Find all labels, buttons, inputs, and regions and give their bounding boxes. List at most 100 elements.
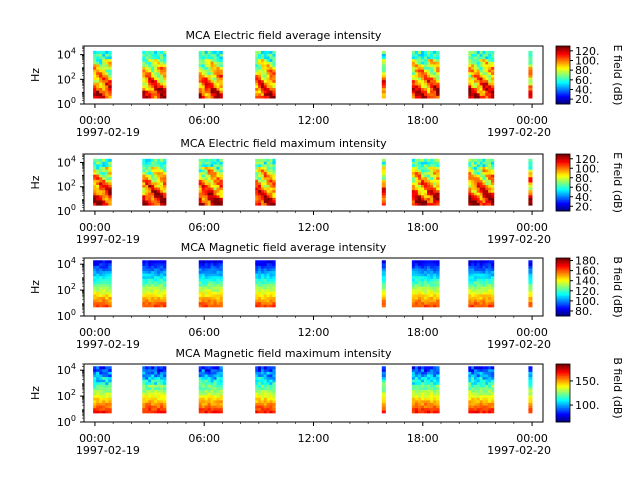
spectrogram-cell	[414, 192, 419, 196]
spectrogram-cell	[260, 394, 265, 398]
spectrogram-cell	[96, 184, 100, 188]
spectrogram-cell	[204, 368, 209, 372]
spectrogram-cell	[414, 187, 419, 191]
spectrogram-cell	[420, 291, 425, 295]
spectrogram-cell	[482, 268, 486, 272]
spectrogram-cell	[473, 273, 478, 277]
spectrogram-cell	[266, 182, 270, 185]
spectrogram-cell	[108, 189, 112, 193]
colorbar-step	[556, 282, 570, 285]
spectrogram-cell	[266, 87, 270, 91]
spectrogram-cell	[157, 58, 161, 62]
spectrogram-cell	[436, 268, 440, 272]
spectrogram-cell	[471, 69, 475, 73]
spectrogram-cell	[424, 270, 428, 274]
spectrogram-cell	[108, 53, 112, 57]
spectrogram-cell	[485, 77, 489, 81]
spectrogram-cell	[260, 296, 265, 300]
spectrogram-cell	[411, 69, 416, 73]
spectrogram-cell	[258, 71, 262, 75]
spectrogram-cell	[204, 260, 209, 264]
spectrogram-cell	[476, 90, 481, 94]
spectrogram-cell	[260, 407, 265, 411]
spectrogram-cell	[216, 169, 220, 173]
spectrogram-cell	[269, 371, 273, 375]
colorbar-step	[556, 182, 570, 185]
spectrogram-cell	[528, 379, 533, 383]
spectrogram-cell	[145, 182, 149, 185]
colorbar-tick-label: 40.	[575, 191, 593, 204]
spectrogram-cell	[213, 174, 217, 178]
spectrogram-cell	[216, 187, 220, 191]
spectrogram-cell	[102, 376, 106, 380]
spectrogram-cell	[255, 161, 259, 165]
spectrogram-cell	[430, 50, 434, 54]
spectrogram-cell	[154, 262, 158, 266]
spectrogram-cell	[102, 192, 106, 196]
spectrogram-cell	[266, 90, 270, 94]
spectrogram-cell	[479, 166, 483, 170]
spectrogram-cell	[272, 182, 276, 185]
spectrogram-cell	[420, 371, 425, 375]
spectrogram-cell	[485, 394, 489, 398]
spectrogram-cell	[479, 61, 483, 65]
spectrogram-cell	[93, 79, 97, 83]
spectrogram-cell	[216, 397, 220, 401]
spectrogram-cell	[427, 288, 431, 292]
spectrogram-cell	[160, 71, 164, 75]
spectrogram-cell	[99, 402, 103, 406]
spectrogram-cell	[201, 53, 206, 57]
spectrogram-cell	[258, 158, 262, 162]
spectrogram-cell	[433, 61, 437, 65]
spectrogram-cell	[255, 71, 259, 75]
spectrogram-cell	[204, 270, 209, 274]
spectrogram-cell	[381, 166, 386, 170]
spectrogram-cell	[528, 50, 533, 54]
colorbar-step	[556, 101, 570, 103]
spectrogram-cell	[263, 71, 268, 75]
spectrogram-cell	[272, 77, 276, 81]
spectrogram-cell	[272, 158, 276, 162]
spectrogram-cell	[105, 288, 109, 292]
spectrogram-cell	[528, 90, 533, 94]
spectrogram-cell	[424, 286, 428, 290]
spectrogram-cell	[427, 394, 431, 398]
spectrogram-cell	[157, 399, 161, 403]
spectrogram-cell	[148, 387, 152, 391]
spectrogram-cell	[436, 291, 440, 295]
spectrogram-cell	[436, 192, 440, 196]
spectrogram-cell	[154, 176, 158, 180]
spectrogram-cell	[204, 281, 209, 285]
spectrogram-cell	[201, 376, 206, 380]
spectrogram-cell	[213, 392, 217, 396]
spectrogram-cell	[260, 283, 265, 287]
data-interval-1	[93, 158, 112, 206]
colorbar-step	[556, 276, 570, 279]
spectrogram-cell	[108, 304, 112, 308]
spectrogram-cell	[198, 64, 203, 68]
spectrogram-cell	[163, 77, 167, 81]
colorbar-step	[556, 72, 570, 74]
spectrogram-cell	[142, 82, 146, 86]
spectrogram-cell	[488, 301, 492, 305]
spectrogram-cell	[424, 366, 428, 370]
spectrogram-cell	[260, 179, 265, 183]
spectrogram-cell	[201, 288, 206, 292]
spectrogram-cell	[201, 192, 206, 196]
colorbar-step	[556, 281, 570, 284]
spectrogram-cell	[272, 389, 276, 393]
spectrogram-cell	[427, 366, 431, 370]
spectrogram-cell	[260, 291, 265, 295]
spectrogram-cell	[160, 169, 164, 173]
spectrogram-cell	[269, 176, 273, 180]
spectrogram-cell	[207, 179, 211, 183]
spectrogram-cell	[420, 92, 425, 96]
spectrogram-cell	[108, 399, 112, 403]
spectrogram-cell	[219, 273, 223, 277]
spectrogram-cell	[488, 407, 492, 411]
data-interval-7	[468, 260, 495, 308]
spectrogram-cell	[485, 84, 489, 89]
spectrogram-cell	[163, 301, 167, 305]
colorbar-tick-label: 80.	[575, 305, 593, 318]
spectrogram-cell	[479, 50, 483, 54]
